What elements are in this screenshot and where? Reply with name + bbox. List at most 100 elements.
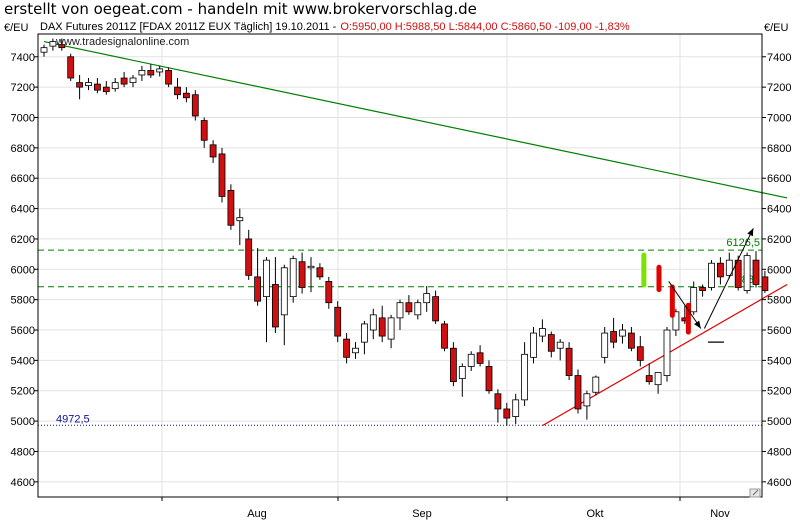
candle-body <box>547 334 555 352</box>
y-tick-label-right: 5400 <box>767 355 791 367</box>
candle-body <box>467 353 475 367</box>
axes: 4600 4600 4800 4800 5000 5000 5200 5200 5400 5400… <box>11 52 792 520</box>
candle-body <box>254 276 262 302</box>
candle-body <box>307 265 315 269</box>
candle-body <box>227 189 235 226</box>
arrow-head <box>747 228 754 237</box>
candle-body <box>592 376 600 393</box>
candle-body <box>298 261 306 288</box>
candles <box>40 38 769 426</box>
trend-line <box>43 41 788 199</box>
level-label: 6126,5 <box>726 237 760 249</box>
candle-body <box>654 372 662 386</box>
y-tick-label-left: 6800 <box>11 143 35 155</box>
candle-body <box>280 267 288 316</box>
candle-body <box>67 56 75 79</box>
y-tick-label-right: 6200 <box>767 234 791 246</box>
candle-body <box>263 259 270 298</box>
candle-body <box>200 120 208 141</box>
y-tick-label-left: 7000 <box>11 112 35 124</box>
y-tick-label-right: 6600 <box>767 173 791 185</box>
candle-body <box>449 347 457 383</box>
candle-body <box>636 346 644 361</box>
y-tick-label-right: 5200 <box>767 386 791 398</box>
candle-body <box>165 70 173 85</box>
x-tick-label: Sep <box>412 508 432 520</box>
x-tick-label: Nov <box>710 508 730 520</box>
candle-body <box>378 317 386 337</box>
candle-body <box>601 332 609 358</box>
y-tick-label-right: 7200 <box>767 82 791 94</box>
candle-body <box>111 82 119 90</box>
candle-body <box>120 77 128 85</box>
y-tick-label-right: 5800 <box>767 295 791 307</box>
projection-bar <box>641 252 647 288</box>
candle-body <box>396 302 404 319</box>
candle-body <box>645 375 653 383</box>
y-tick-label-right: 4600 <box>767 477 791 489</box>
y-tick-label-left: 7400 <box>11 52 35 64</box>
candle-body <box>360 323 368 343</box>
y-tick-label-left: 4800 <box>11 446 35 458</box>
candle-body <box>76 82 83 88</box>
projection-bar <box>656 264 662 293</box>
candle-body <box>556 341 564 349</box>
y-tick-label-left: 7200 <box>11 82 35 94</box>
candle-body <box>236 217 244 222</box>
y-tick-label-left: 4600 <box>11 477 35 489</box>
candle-body <box>58 44 66 49</box>
watermark: www.tradesignalonline.com <box>55 36 189 48</box>
candle-body <box>174 86 181 96</box>
y-tick-label-right: 7000 <box>767 112 791 124</box>
banner-title: erstellt von oegeat.com - handeln mit ww… <box>4 0 477 18</box>
candle-body <box>441 323 448 349</box>
candle-body <box>182 92 190 99</box>
plot-frame <box>37 33 763 498</box>
resize-grip-icon[interactable] <box>749 488 761 498</box>
y-tick-label-left: 5200 <box>11 386 35 398</box>
candle-body <box>325 281 333 304</box>
candle-body <box>387 317 395 340</box>
projection-bar <box>685 302 691 335</box>
candle-body <box>138 70 146 76</box>
candle-body <box>271 284 279 328</box>
candle-body <box>94 83 101 91</box>
candle-body <box>699 287 706 291</box>
candle-body <box>369 314 377 331</box>
candle-body <box>102 86 110 93</box>
level-label: 4972,5 <box>56 413 90 425</box>
instrument-label: DAX Futures 2011Z [FDAX 2011Z EUX Täglic… <box>40 21 337 33</box>
y-tick-label-left: 6000 <box>11 264 35 276</box>
arrow-line <box>668 281 702 329</box>
candle-body <box>343 338 351 358</box>
candle-body <box>628 332 635 349</box>
candle-body <box>708 262 715 288</box>
candle-body <box>574 375 582 410</box>
candle-body <box>289 258 297 298</box>
candle-body <box>512 399 520 417</box>
arrow-head <box>694 320 701 329</box>
candle-body <box>334 306 342 337</box>
y-tick-label-left: 6600 <box>11 173 35 185</box>
y-tick-label-right: 6400 <box>767 204 791 216</box>
candle-body <box>40 47 48 53</box>
y-tick-label-right: 6800 <box>767 143 791 155</box>
y-tick-label-left: 5600 <box>11 325 35 337</box>
candle-body <box>565 347 573 376</box>
y-tick-label-left: 5400 <box>11 355 35 367</box>
instrument-header: DAX Futures 2011Z [FDAX 2011Z EUX Täglic… <box>40 21 630 33</box>
candle-body <box>717 262 724 278</box>
y-tick-label-left: 5000 <box>11 416 35 428</box>
candle-body <box>583 393 591 407</box>
candle-body <box>156 68 164 73</box>
y-tick-label-right: 4800 <box>767 446 791 458</box>
candle-body <box>147 70 155 76</box>
candle-body <box>539 328 546 337</box>
candle-body <box>530 332 537 358</box>
y-tick-label-left: 6400 <box>11 204 35 216</box>
x-tick-label: Aug <box>247 508 267 520</box>
candle-body <box>85 82 92 87</box>
y-tick-label-right: 5000 <box>767 416 791 428</box>
candle-body <box>423 293 431 304</box>
